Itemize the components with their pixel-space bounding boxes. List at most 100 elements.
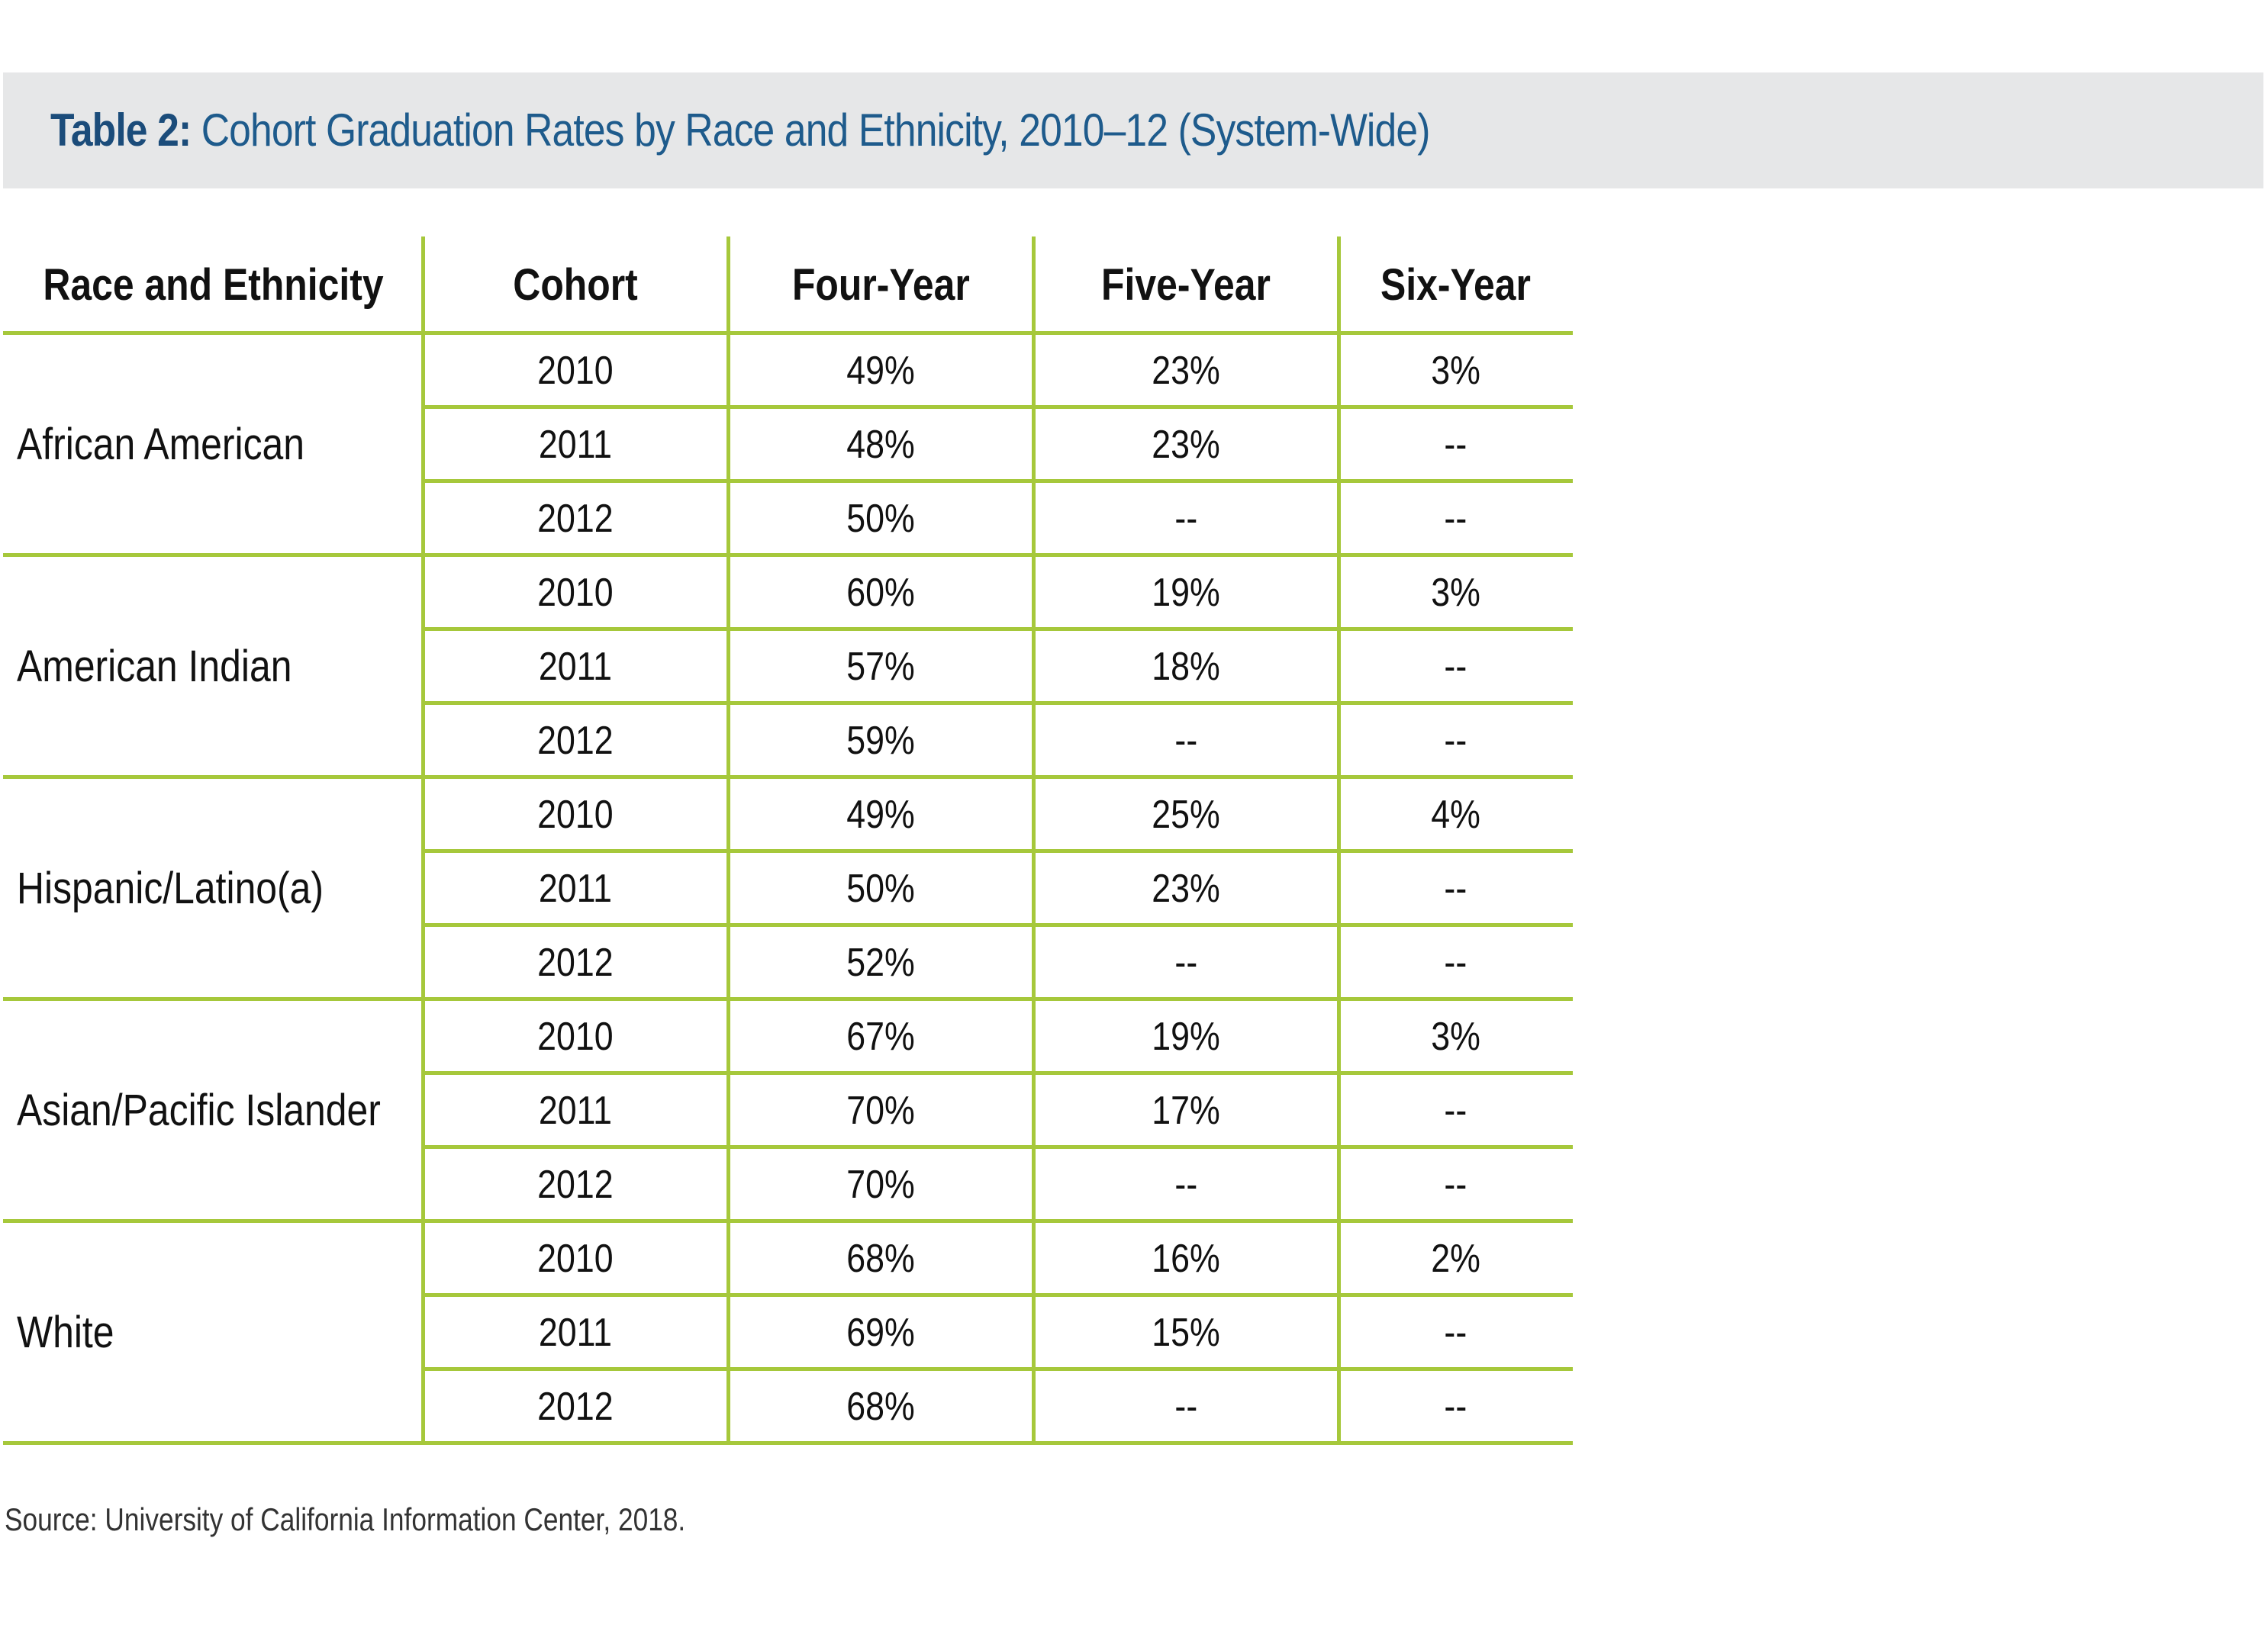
group-rule xyxy=(3,1441,1573,1445)
row-rule xyxy=(423,701,1573,705)
cell-value: 68% xyxy=(846,1384,915,1429)
column-divider xyxy=(1337,236,1341,1444)
cell-value: -- xyxy=(1174,1384,1197,1429)
header-label: Race and Ethnicity xyxy=(42,260,384,310)
cell-value: -- xyxy=(1444,644,1467,689)
cell-four-year: 50% xyxy=(728,481,1033,555)
cell-five-year: 16% xyxy=(1033,1221,1339,1295)
cell-value: 19% xyxy=(1152,1014,1220,1059)
cell-value: 2012 xyxy=(537,1162,614,1207)
cell-cohort: 2010 xyxy=(423,333,728,407)
cell-value: 67% xyxy=(846,1014,915,1059)
cell-six-year: 3% xyxy=(1339,555,1573,629)
cell-value: 60% xyxy=(846,570,915,615)
cell-cohort: 2011 xyxy=(423,1073,728,1147)
cell-four-year: 60% xyxy=(728,555,1033,629)
cell-value: 70% xyxy=(846,1088,915,1133)
cell-value: 70% xyxy=(846,1162,915,1207)
cell-cohort: 2011 xyxy=(423,1295,728,1369)
cell-value: 23% xyxy=(1152,422,1220,467)
cell-value: 59% xyxy=(846,718,915,763)
cell-value: -- xyxy=(1444,422,1467,467)
cell-six-year: -- xyxy=(1339,1295,1573,1369)
column-divider xyxy=(1032,236,1036,1444)
cell-value: 2011 xyxy=(538,644,613,689)
cell-value: 15% xyxy=(1152,1310,1220,1355)
cell-five-year: -- xyxy=(1033,1147,1339,1221)
row-rule xyxy=(423,1367,1573,1371)
cell-value: 17% xyxy=(1152,1088,1220,1133)
row-rule xyxy=(423,479,1573,483)
cell-value: 19% xyxy=(1152,570,1220,615)
cell-value: -- xyxy=(1174,718,1197,763)
table-title-text: Cohort Graduation Rates by Race and Ethn… xyxy=(201,105,1431,156)
header-label: Four-Year xyxy=(791,260,970,310)
cell-value: 2010 xyxy=(537,1014,614,1059)
header-label: Six-Year xyxy=(1380,260,1531,310)
cell-four-year: 48% xyxy=(728,407,1033,481)
cell-six-year: -- xyxy=(1339,1147,1573,1221)
cell-value: 2011 xyxy=(538,1310,613,1355)
cell-value: 2011 xyxy=(538,866,613,911)
cell-cohort: 2012 xyxy=(423,703,728,777)
cell-value: -- xyxy=(1444,1088,1467,1133)
cell-value: 49% xyxy=(846,348,915,393)
cell-four-year: 49% xyxy=(728,333,1033,407)
cell-value: 3% xyxy=(1431,1014,1480,1059)
cell-value: 57% xyxy=(846,644,915,689)
cell-five-year: -- xyxy=(1033,925,1339,999)
cell-five-year: 23% xyxy=(1033,851,1339,925)
cell-value: 2012 xyxy=(537,718,614,763)
group-label: American Indian xyxy=(17,555,337,777)
cell-four-year: 70% xyxy=(728,1073,1033,1147)
cell-value: 2012 xyxy=(537,496,614,541)
cell-six-year: -- xyxy=(1339,851,1573,925)
cell-value: -- xyxy=(1174,496,1197,541)
group-rule xyxy=(3,997,1573,1001)
cell-value: -- xyxy=(1444,1384,1467,1429)
cell-value: 18% xyxy=(1152,644,1220,689)
cell-value: 2010 xyxy=(537,1236,614,1281)
cell-five-year: 19% xyxy=(1033,999,1339,1073)
table-title: Table 2: Cohort Graduation Rates by Race… xyxy=(50,103,1430,158)
cell-value: -- xyxy=(1444,1162,1467,1207)
cell-value: 69% xyxy=(846,1310,915,1355)
cell-five-year: 17% xyxy=(1033,1073,1339,1147)
cell-value: 50% xyxy=(846,866,915,911)
cell-four-year: 67% xyxy=(728,999,1033,1073)
cell-four-year: 69% xyxy=(728,1295,1033,1369)
cell-cohort: 2010 xyxy=(423,999,728,1073)
group-label: White xyxy=(17,1221,130,1443)
cell-six-year: 3% xyxy=(1339,333,1573,407)
cell-value: -- xyxy=(1444,866,1467,911)
cell-value: 49% xyxy=(846,792,915,837)
cell-value: 50% xyxy=(846,496,915,541)
cell-six-year: -- xyxy=(1339,925,1573,999)
row-rule xyxy=(423,849,1573,853)
group-rule xyxy=(3,775,1573,779)
cell-five-year: -- xyxy=(1033,1369,1339,1443)
cell-value: 2010 xyxy=(537,348,614,393)
cell-value: 23% xyxy=(1152,348,1220,393)
column-divider xyxy=(726,236,730,1444)
header-race-ethnicity: Race and Ethnicity xyxy=(3,236,423,333)
title-bar: Table 2: Cohort Graduation Rates by Race… xyxy=(3,72,2263,188)
cell-value: 48% xyxy=(846,422,915,467)
cell-value: 3% xyxy=(1431,348,1480,393)
source-note: Source: University of California Informa… xyxy=(5,1501,686,1537)
group-label: Hispanic/Latino(a) xyxy=(17,777,373,999)
cell-six-year: -- xyxy=(1339,703,1573,777)
cell-six-year: -- xyxy=(1339,1073,1573,1147)
cell-value: -- xyxy=(1444,940,1467,985)
header-cohort: Cohort xyxy=(423,236,728,333)
cell-cohort: 2012 xyxy=(423,925,728,999)
group-name: African American xyxy=(17,420,305,469)
cell-value: 2011 xyxy=(538,1088,613,1133)
cell-value: 2010 xyxy=(537,570,614,615)
cell-four-year: 68% xyxy=(728,1369,1033,1443)
cell-value: -- xyxy=(1444,1310,1467,1355)
cell-value: 52% xyxy=(846,940,915,985)
cell-value: -- xyxy=(1174,940,1197,985)
cell-cohort: 2011 xyxy=(423,407,728,481)
group-name: American Indian xyxy=(17,642,292,691)
